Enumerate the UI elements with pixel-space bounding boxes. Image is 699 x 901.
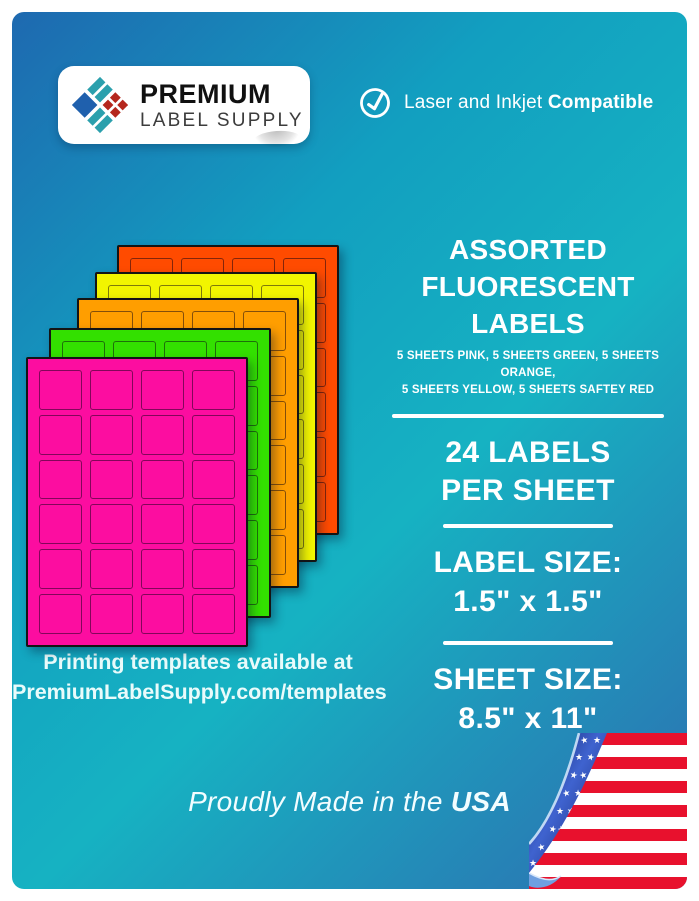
templates-note-line1: Printing templates available at (43, 650, 353, 674)
label-cell (90, 504, 133, 545)
made-in-prefix: Proudly Made in the (188, 786, 443, 817)
label-cell (192, 459, 235, 500)
label-cell (192, 370, 235, 410)
compatibility-badge: Laser and Inkjet Compatible (358, 86, 653, 120)
brand-diamond-icon (72, 76, 128, 134)
product-headline: ASSORTED FLUORESCENT LABELS (372, 232, 684, 343)
headline-line2: FLUORESCENT LABELS (421, 270, 635, 339)
label-cell (192, 549, 235, 590)
svg-text:★: ★ (536, 841, 546, 853)
label-cell (192, 594, 235, 634)
label-cell (39, 414, 82, 455)
contents-note-line1: 5 SHEETS PINK, 5 SHEETS GREEN, 5 SHEETS … (396, 349, 660, 380)
labels-per-sheet-line1: 24 LABELS (445, 435, 611, 469)
spec-column: ASSORTED FLUORESCENT LABELS 5 SHEETS PIN… (372, 232, 684, 738)
svg-text:★: ★ (578, 769, 588, 781)
sheet-size-label: SHEET SIZE: (433, 663, 623, 697)
svg-text:★: ★ (575, 752, 583, 762)
compatibility-text-regular: Laser and Inkjet (404, 92, 543, 113)
label-cell (141, 504, 184, 545)
label-cell (39, 549, 82, 590)
divider (392, 413, 664, 418)
compatibility-text-bold: Compatible (547, 92, 654, 113)
svg-text:★: ★ (561, 787, 571, 799)
label-size-value: 1.5" x 1.5" (453, 584, 603, 618)
label-cell (90, 594, 133, 634)
label-cell (141, 459, 184, 500)
label-cell (192, 414, 235, 455)
svg-text:★: ★ (579, 734, 589, 746)
label-cell (39, 370, 82, 410)
label-cell (90, 414, 133, 455)
label-cell (39, 459, 82, 500)
label-size: LABEL SIZE: 1.5" x 1.5" (372, 544, 684, 621)
headline-line1: ASSORTED (449, 234, 607, 265)
label-cell (90, 459, 133, 500)
svg-text:★: ★ (586, 751, 596, 763)
label-cell (90, 370, 133, 410)
labels-per-sheet-line2: PER SHEET (441, 474, 615, 507)
sheet-size-value: 8.5" x 11" (458, 701, 598, 735)
usa-flag-graphic: ★★★★★★★★★★★★★★★★★★★★★★★ (528, 732, 687, 889)
sheet-size: SHEET SIZE: 8.5" x 11" (372, 661, 684, 738)
brand-name-line2: LABEL SUPPLY (140, 109, 304, 131)
svg-text:★: ★ (574, 788, 582, 798)
label-cell (141, 370, 184, 410)
svg-text:★: ★ (593, 735, 601, 745)
divider (443, 641, 613, 646)
label-grid (28, 359, 246, 645)
svg-text:★: ★ (548, 823, 558, 835)
brand-logo-card: PREMIUM LABEL SUPPLY (58, 66, 310, 149)
templates-note-url: PremiumLabelSupply.com/templates (12, 679, 387, 704)
svg-text:★: ★ (556, 806, 564, 816)
label-cell (141, 549, 184, 590)
label-sheet-pink (26, 357, 248, 647)
svg-text:★: ★ (569, 769, 579, 781)
label-cell (90, 549, 133, 590)
templates-note: Printing templates available at PremiumL… (12, 648, 387, 707)
card-curl-shadow (253, 129, 301, 149)
made-in-bold: USA (450, 786, 511, 817)
compatibility-text: Laser and Inkjet Compatible (404, 92, 653, 114)
check-circle-icon (360, 88, 390, 118)
brand-name-line1: PREMIUM (140, 78, 271, 109)
label-cell (192, 504, 235, 545)
brand-name: PREMIUM LABEL SUPPLY (140, 78, 304, 131)
label-size-label: LABEL SIZE: (433, 546, 623, 580)
made-in-usa-text: Proudly Made in the USA (12, 786, 687, 818)
divider (443, 524, 613, 529)
svg-text:★: ★ (529, 858, 537, 868)
contents-note-line2: 5 SHEETS YELLOW, 5 SHEETS SAFTEY RED (401, 384, 655, 397)
label-cell (39, 504, 82, 545)
gradient-background-panel: PREMIUM LABEL SUPPLY Laser and Inkjet Co… (12, 12, 687, 889)
contents-note: 5 SHEETS PINK, 5 SHEETS GREEN, 5 SHEETS … (372, 348, 684, 400)
label-cell (141, 414, 184, 455)
label-cell (39, 594, 82, 634)
label-cell (141, 594, 184, 634)
labels-per-sheet: 24 LABELS PER SHEET (372, 434, 684, 511)
